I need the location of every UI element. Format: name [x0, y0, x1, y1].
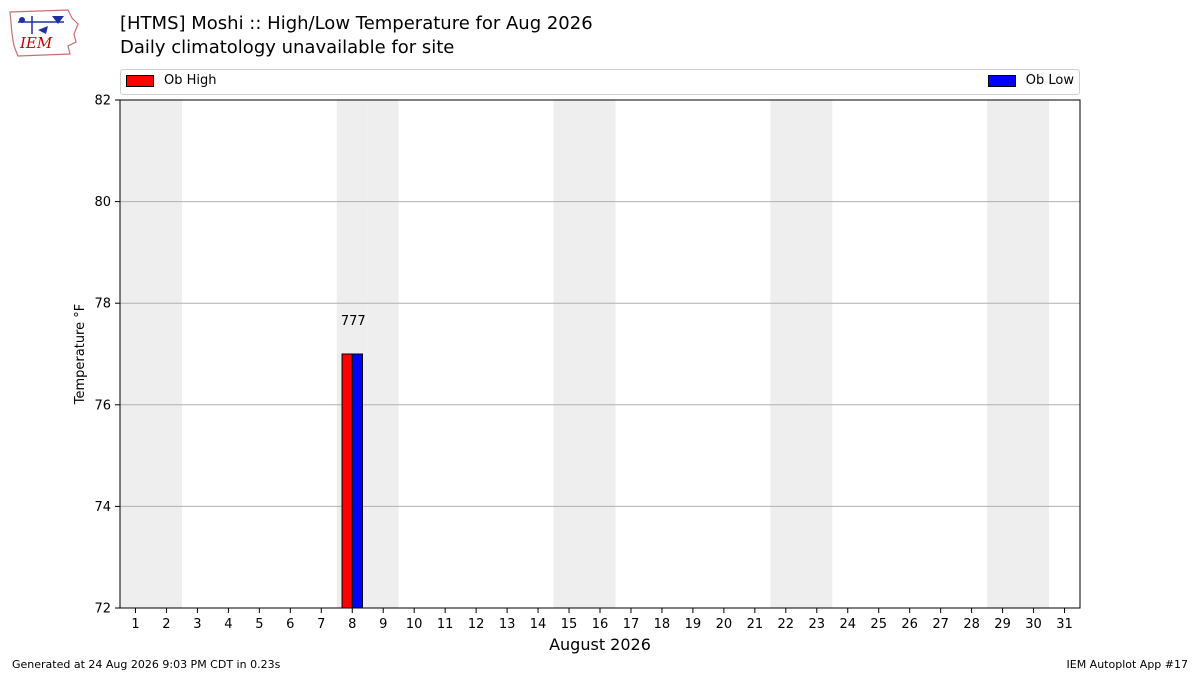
weekend-band [553, 100, 585, 608]
weekend-band [770, 100, 802, 608]
y-tick-label: 82 [94, 94, 111, 109]
x-tick-label: 3 [193, 617, 201, 632]
x-tick-label: 21 [747, 617, 764, 632]
x-tick-label: 19 [685, 617, 702, 632]
y-tick-label: 72 [94, 602, 111, 617]
weekend-band [584, 100, 616, 608]
x-tick-label: 22 [778, 617, 795, 632]
x-tick-label: 31 [1056, 617, 1073, 632]
x-tick-label: 30 [1025, 617, 1042, 632]
x-tick-label: 24 [839, 617, 856, 632]
x-tick-label: 1 [131, 617, 139, 632]
iowa-outline-icon [9, 9, 79, 57]
legend-label-low: Ob Low [1025, 73, 1074, 88]
y-axis-label: Temperature °F [73, 304, 88, 405]
x-tick-label: 2 [162, 617, 170, 632]
x-tick-label: 27 [932, 617, 949, 632]
weekend-band [801, 100, 833, 608]
weekend-band [120, 100, 151, 608]
x-tick-label: 28 [963, 617, 980, 632]
legend-swatch-high [126, 74, 154, 87]
chart-title: [HTMS] Moshi :: High/Low Temperature for… [120, 13, 593, 34]
iem-logo: IEM [9, 9, 79, 57]
weekend-band [987, 100, 1019, 608]
x-tick-label: 5 [255, 617, 263, 632]
x-tick-label: 11 [437, 617, 454, 632]
bar-ob-high [341, 353, 353, 609]
legend-swatch-low [987, 74, 1016, 87]
bar-annotation: 777 [341, 314, 366, 329]
x-tick-label: 29 [994, 617, 1011, 632]
chart-subtitle: Daily climatology unavailable for site [120, 37, 455, 58]
x-tick-label: 10 [406, 617, 423, 632]
weekend-band [1018, 100, 1050, 608]
x-tick-label: 8 [348, 617, 356, 632]
x-tick-label: 20 [716, 617, 733, 632]
legend-item-high: Ob High [126, 73, 217, 88]
x-tick-label: 17 [623, 617, 640, 632]
plot-frame [119, 99, 1081, 609]
x-tick-label: 23 [809, 617, 826, 632]
legend-item-low: Ob Low [987, 73, 1074, 88]
x-tick-label: 15 [561, 617, 578, 632]
footer-app: IEM Autoplot App #17 [1066, 658, 1189, 671]
x-axis-label: August 2026 [549, 635, 651, 654]
x-tick-label: 18 [654, 617, 671, 632]
y-tick-label: 80 [94, 195, 111, 210]
x-tick-label: 9 [379, 617, 387, 632]
legend: Ob High Ob Low [120, 69, 1080, 95]
y-tick-label: 74 [94, 500, 111, 515]
x-tick-label: 16 [592, 617, 609, 632]
bar-ob-low [351, 353, 363, 609]
y-tick-label: 76 [94, 398, 111, 413]
logo-text: IEM [19, 34, 53, 52]
y-tick-label: 78 [94, 297, 111, 312]
x-tick-label: 7 [317, 617, 325, 632]
footer-generated: Generated at 24 Aug 2026 9:03 PM CDT in … [12, 658, 281, 671]
x-tick-label: 4 [224, 617, 232, 632]
x-tick-label: 13 [499, 617, 516, 632]
x-tick-label: 14 [530, 617, 547, 632]
legend-label-high: Ob High [164, 73, 217, 88]
x-tick-label: 25 [870, 617, 887, 632]
x-tick-label: 6 [286, 617, 294, 632]
x-tick-label: 26 [901, 617, 918, 632]
x-tick-label: 12 [468, 617, 485, 632]
weekend-band [367, 100, 399, 608]
weekend-band [150, 100, 182, 608]
